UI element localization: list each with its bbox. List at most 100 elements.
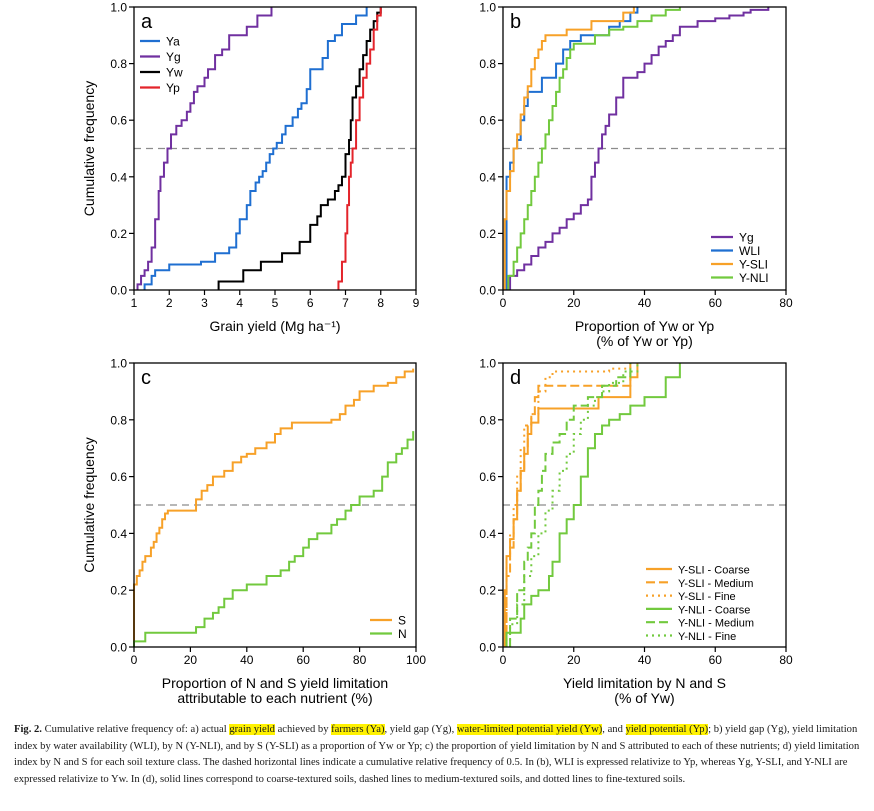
x-tick-label: 0 (131, 653, 138, 667)
x-tick-label: 80 (353, 653, 367, 667)
series-line-yw (217, 7, 382, 290)
x-tick-label: 0 (500, 653, 507, 667)
panel-letter-c: c (141, 367, 151, 389)
x-tick-label: 8 (377, 296, 384, 310)
figure-2: 1 2 3 4 5 6 7 8 9 0.0 0.2 0.4 0.6 0.8 1.0 a Grain yield … (81, 1, 793, 707)
series-line-y-sli-coarse (503, 363, 639, 647)
legend-label: Yw (166, 66, 183, 80)
series-line-y-nli-fine (509, 363, 639, 647)
x-axis-label-line2: (% of Yw) (614, 690, 674, 706)
x-tick-label: 1 (131, 296, 138, 310)
series-line-n (133, 431, 415, 647)
y-tick-label: 0.4 (479, 170, 496, 184)
caption-highlight-yield-potential: yield potential (Yp) (625, 724, 709, 735)
x-axis-label-line2: (% of Yw or Yp) (596, 333, 692, 349)
x-axis-label: Grain yield (Mg ha⁻¹) (209, 318, 340, 334)
panel-letter-b: b (510, 11, 521, 33)
legend-label: Y-NLI (739, 271, 769, 285)
caption-highlight-grain-yield: grain yield (229, 724, 275, 735)
legend-label: Y-SLI (739, 258, 768, 272)
series-line-y-sli-medium (505, 363, 632, 647)
x-tick-label: 20 (184, 653, 198, 667)
legend-label: Yp (166, 81, 180, 95)
legend-label: Yg (739, 231, 754, 245)
legend: SN (370, 614, 407, 641)
y-tick-label: 0.8 (479, 413, 496, 427)
x-axis-label: Proportion of N and S yield limitation (162, 675, 388, 691)
y-tick-label: 0.2 (110, 227, 127, 241)
y-tick-label: 1.0 (479, 1, 496, 15)
x-tick-label: 60 (709, 653, 723, 667)
y-tick-label: 0.0 (110, 641, 127, 655)
legend-label: Y-SLI - Coarse (678, 565, 750, 577)
series-line-yg (509, 7, 770, 290)
x-tick-label: 80 (779, 296, 793, 310)
x-tick-label: 60 (297, 653, 311, 667)
y-tick-label: 0.2 (110, 584, 127, 598)
y-tick-label: 0.8 (110, 57, 127, 71)
x-tick-label: 0 (500, 296, 507, 310)
x-tick-label: 20 (567, 296, 581, 310)
series-line-s (133, 368, 415, 647)
y-tick-label: 0.0 (110, 284, 127, 298)
y-tick-label: 0.6 (479, 470, 496, 484)
x-tick-label: 9 (413, 296, 420, 310)
caption-text-5: ; b) yield gap (Yg), yield limitation in… (14, 724, 860, 785)
x-tick-label: 60 (709, 296, 723, 310)
x-axis-label: Yield limitation by N and S (563, 675, 726, 691)
y-tick-label: 0.0 (479, 284, 496, 298)
caption-highlight-farmers: farmers (Ya) (331, 724, 385, 735)
figure-caption: Fig. 2. Cumulative relative frequency of… (14, 722, 866, 788)
series-line-yp (337, 7, 382, 290)
x-axis-label-line2: attributable to each nutrient (%) (177, 690, 372, 706)
x-tick-label: 80 (779, 653, 793, 667)
caption-text-3: , yield gap (Yg), (384, 724, 457, 735)
series-line-y-nli-coarse (505, 363, 681, 647)
panel-letter-d: d (510, 367, 521, 389)
x-axis-label: Proportion of Yw or Yp (575, 318, 715, 334)
legend-label: S (398, 614, 406, 628)
caption-fig-label: Fig. 2. (14, 724, 42, 735)
y-tick-label: 0.2 (479, 227, 496, 241)
caption-highlight-water-limited: water-limited potential yield (Yw) (456, 724, 603, 735)
panel-c: 0 20 40 60 80 100 0.0 0.2 0.4 0.6 0.8 1.0 c Proportio… (81, 357, 426, 707)
y-tick-label: 0.8 (479, 57, 496, 71)
y-tick-label: 0.6 (110, 114, 127, 128)
series-line-y-nli (507, 7, 681, 290)
panel-b: 0 20 40 60 80 0.0 0.2 0.4 0.6 0.8 1.0 b Proportion o… (479, 1, 793, 350)
caption-text-2: achieved by (274, 724, 332, 735)
x-tick-label: 5 (272, 296, 279, 310)
y-tick-label: 1.0 (479, 357, 496, 371)
panel-a: 1 2 3 4 5 6 7 8 9 0.0 0.2 0.4 0.6 0.8 1.0 a Grain yield … (81, 1, 420, 335)
legend-label: Y-SLI - Fine (678, 591, 736, 603)
legend-label: Y-NLI - Fine (678, 631, 736, 643)
y-tick-label: 0.6 (479, 114, 496, 128)
legend-label: Y-SLI - Medium (678, 578, 753, 590)
y-tick-label: 0.2 (479, 584, 496, 598)
series-line-ya (143, 7, 368, 290)
caption-text-1: Cumulative relative frequency of: a) act… (41, 724, 230, 735)
y-tick-label: 1.0 (110, 1, 127, 15)
series-line-yg (136, 7, 273, 290)
y-tick-label: 0.6 (110, 470, 127, 484)
y-tick-label: 0.0 (479, 641, 496, 655)
x-tick-label: 20 (567, 653, 581, 667)
panel-letter-a: a (141, 11, 153, 33)
legend-label: WLI (739, 244, 760, 258)
x-tick-label: 40 (638, 653, 652, 667)
y-tick-label: 1.0 (110, 357, 127, 371)
legend-label: N (398, 627, 407, 641)
y-tick-label: 0.4 (110, 527, 127, 541)
x-tick-label: 2 (166, 296, 173, 310)
legend-label: Yg (166, 50, 181, 64)
legend-label: Ya (166, 35, 180, 49)
y-tick-label: 0.4 (110, 170, 127, 184)
y-tick-label: 0.4 (479, 527, 496, 541)
x-tick-label: 3 (201, 296, 208, 310)
x-tick-label: 40 (240, 653, 254, 667)
y-tick-label: 0.8 (110, 413, 127, 427)
x-tick-label: 4 (236, 296, 243, 310)
